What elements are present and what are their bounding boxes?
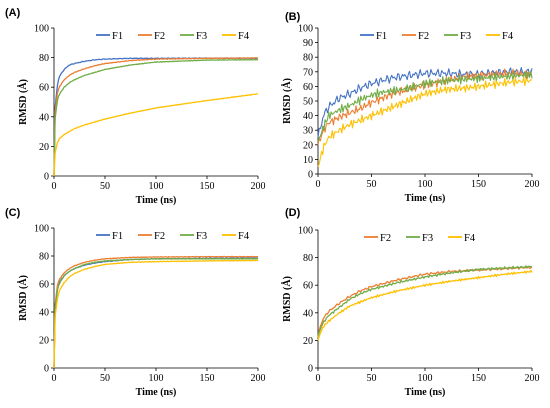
y-tick-label: 60 [39, 83, 49, 94]
x-axis-title: Time (ns) [136, 195, 177, 206]
x-tick-label: 100 [418, 373, 433, 384]
series-line [317, 265, 533, 338]
x-tick-label: 150 [200, 181, 215, 192]
y-tick-label: 20 [39, 142, 49, 153]
x-tick-label: 50 [367, 373, 377, 384]
x-axis-title: Time (ns) [405, 387, 446, 398]
y-tick-label: 80 [39, 53, 49, 64]
x-tick-label: 50 [367, 179, 377, 190]
y-tick-label: 80 [303, 53, 313, 64]
panel-label: (A) [5, 7, 21, 19]
y-axis-title: RMSD (Å) [17, 275, 29, 321]
legend-entry: F4 [238, 231, 250, 242]
y-tick-label: 90 [303, 38, 313, 49]
panel-label: (D) [285, 207, 301, 219]
x-axis-title: Time (ns) [405, 193, 446, 204]
legend-entry: F3 [422, 233, 433, 244]
legend-entry: F1 [112, 31, 123, 42]
panel-label: (B) [285, 11, 301, 23]
y-tick-label: 0 [44, 172, 49, 183]
series-line [317, 70, 533, 143]
x-tick-label: 50 [100, 181, 110, 192]
legend-entry: F3 [196, 31, 207, 42]
x-tick-label: 150 [471, 373, 486, 384]
y-tick-label: 0 [44, 364, 49, 375]
series-line [53, 57, 259, 177]
legend-entry: F2 [154, 31, 165, 42]
chart-panel: (D) 0 20 40 60 80 100 0 50 100 150 200 Time (ns) RMSD… [281, 207, 540, 398]
x-tick-label: 200 [525, 179, 540, 190]
y-tick-label: 100 [298, 24, 313, 35]
y-tick-label: 80 [39, 252, 49, 263]
series-line [53, 259, 258, 369]
x-tick-label: 150 [200, 373, 215, 384]
y-tick-label: 0 [308, 170, 313, 181]
legend-entry: F4 [464, 233, 476, 244]
y-tick-label: 100 [34, 24, 49, 35]
series-line [53, 257, 259, 369]
y-tick-label: 100 [298, 226, 313, 237]
y-tick-label: 40 [303, 308, 313, 319]
y-tick-label: 0 [308, 364, 313, 375]
chart-panel: (A) 0 20 40 60 80 100 0 50 100 150 200 Time (ns) RMSD… [5, 7, 266, 206]
y-tick-label: 20 [303, 140, 313, 151]
x-tick-label: 200 [525, 373, 540, 384]
y-tick-label: 60 [303, 82, 313, 93]
x-tick-label: 0 [316, 179, 321, 190]
x-axis-title: Time (ns) [136, 387, 177, 398]
x-tick-label: 100 [149, 373, 164, 384]
series-line [53, 93, 259, 177]
series-line [53, 58, 259, 177]
x-tick-label: 50 [100, 373, 110, 384]
legend-entry: F2 [418, 31, 429, 42]
y-tick-label: 10 [303, 155, 313, 166]
y-axis-title: RMSD (Å) [281, 78, 293, 124]
y-tick-label: 60 [39, 280, 49, 291]
x-tick-label: 0 [316, 373, 321, 384]
y-axis-title: RMSD (Å) [17, 79, 29, 125]
series-line [317, 265, 533, 338]
legend-entry: F3 [460, 31, 471, 42]
x-tick-label: 100 [149, 181, 164, 192]
series-line [53, 257, 259, 369]
x-tick-label: 0 [52, 373, 57, 384]
series-line [317, 68, 533, 145]
y-tick-label: 40 [39, 112, 49, 123]
x-tick-label: 200 [251, 181, 266, 192]
x-tick-label: 0 [52, 181, 57, 192]
chart-panel: (C) 0 20 40 60 80 100 0 50 100 150 200 Time (ns) RMSD… [5, 207, 266, 398]
series-line [53, 255, 259, 369]
x-tick-label: 100 [418, 179, 433, 190]
legend-entry: F4 [238, 31, 250, 42]
legend-entry: F1 [376, 31, 387, 42]
x-tick-label: 150 [471, 179, 486, 190]
series-line [317, 67, 533, 138]
chart-panel: (B) 0 10 20 30 40 50 60 70 80 90 100 0 50 100 150 200 Tim… [281, 11, 540, 204]
y-tick-label: 60 [303, 281, 313, 292]
y-tick-label: 50 [303, 97, 313, 108]
legend-entry: F2 [380, 233, 391, 244]
legend-entry: F4 [502, 31, 514, 42]
x-tick-label: 200 [251, 373, 266, 384]
y-tick-label: 100 [34, 224, 49, 235]
y-tick-label: 40 [303, 111, 313, 122]
series-line [317, 76, 533, 167]
legend-entry: F1 [112, 231, 123, 242]
panel-label: (C) [5, 207, 21, 219]
legend-entry: F3 [196, 231, 207, 242]
y-tick-label: 80 [303, 253, 313, 264]
y-tick-label: 30 [303, 126, 313, 137]
y-tick-label: 20 [39, 336, 49, 347]
y-tick-label: 20 [303, 336, 313, 347]
y-tick-label: 70 [303, 67, 313, 78]
series-line [317, 269, 533, 341]
legend-entry: F2 [154, 231, 165, 242]
y-tick-label: 40 [39, 308, 49, 319]
y-axis-title: RMSD (Å) [281, 276, 293, 322]
